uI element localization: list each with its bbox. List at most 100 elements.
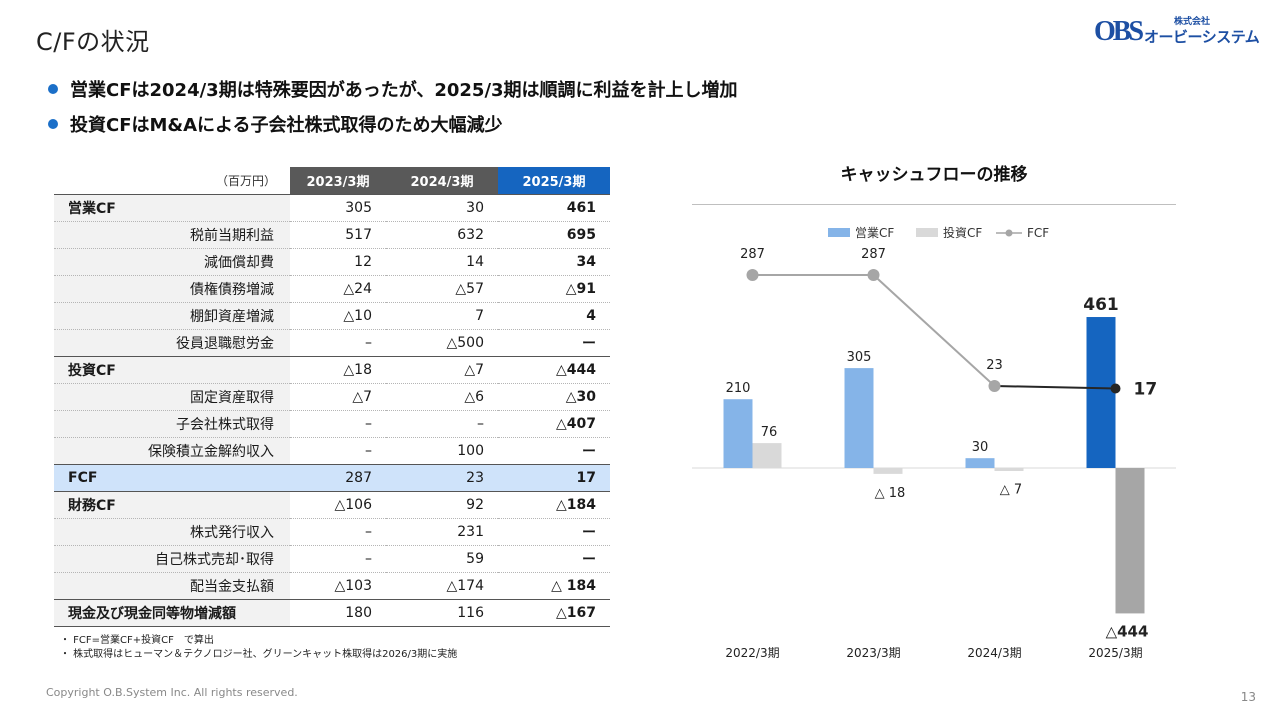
table-cell: 116 xyxy=(386,598,498,627)
row-label: FCF xyxy=(54,463,290,491)
table-cell: △91 xyxy=(498,274,610,302)
chart-title-divider xyxy=(692,204,1176,205)
row-label: 投資CF xyxy=(54,355,290,383)
table-cell: 100 xyxy=(386,436,498,464)
table-cell: 231 xyxy=(386,517,498,545)
legend-swatch xyxy=(828,228,850,237)
table-cell: 305 xyxy=(290,193,386,221)
table-cell: – xyxy=(290,328,386,356)
table-row: 配当金支払額 △103 △174 △ 184 xyxy=(54,571,610,599)
category-label: 2023/3期 xyxy=(846,646,900,660)
legend-label: 投資CF xyxy=(943,225,982,240)
copyright: Copyright O.B.System Inc. All rights res… xyxy=(46,686,298,699)
table-cell: 287 xyxy=(290,463,386,491)
row-label: 株式発行収入 xyxy=(54,517,290,545)
table-cell: 180 xyxy=(290,598,386,627)
table-cell: ー xyxy=(498,517,610,545)
table-row: 減価償却費 12 14 34 xyxy=(54,247,610,275)
logo-company-type: 株式会社 xyxy=(1174,17,1211,27)
fcf-point xyxy=(988,379,1001,392)
fcf-label: 287 xyxy=(740,247,765,262)
row-label: 営業CF xyxy=(54,193,290,221)
footnote: ・ 株式取得はヒューマン＆テクノロジー社、グリーンキャット株取得は2026/3期… xyxy=(60,649,458,660)
footnote: ・ FCF=営業CF+投資CF で算出 xyxy=(60,635,214,646)
row-label: 役員退職慰労金 xyxy=(54,328,290,356)
table-cell: △106 xyxy=(290,490,386,518)
row-label: 税前当期利益 xyxy=(54,220,290,248)
table-row: 債権債務増減 △24 △57 △91 xyxy=(54,274,610,302)
table-cell: – xyxy=(290,544,386,572)
table-cell: 23 xyxy=(386,463,498,491)
row-label: 自己株式売却･取得 xyxy=(54,544,290,572)
table-row: FCF 287 23 17 xyxy=(54,463,610,491)
table-cell: ー xyxy=(498,328,610,356)
table-row: 固定資産取得 △7 △6 △30 xyxy=(54,382,610,410)
bullet-item: 営業CFは2024/3期は特殊要因があったが、2025/3期は順調に利益を計上し… xyxy=(48,74,738,104)
bar-investment-cf xyxy=(873,468,903,474)
table-cell: 4 xyxy=(498,301,610,329)
row-label: 固定資産取得 xyxy=(54,382,290,410)
bar-investment-cf xyxy=(1115,468,1145,614)
bar-label-operating-cf: 30 xyxy=(972,440,989,455)
table-cell: △30 xyxy=(498,382,610,410)
fcf-line-segment xyxy=(872,274,996,387)
column-header: 2024/3期 xyxy=(386,167,498,194)
table-cell: – xyxy=(290,436,386,464)
bar-operating-cf xyxy=(844,368,874,468)
table-cell: 59 xyxy=(386,544,498,572)
fcf-point xyxy=(746,269,759,281)
table-cell: 17 xyxy=(498,463,610,491)
bullet-text: 投資CFはM&Aによる子会社株式取得のため大幅減少 xyxy=(70,115,503,136)
bullet-item: 投資CFはM&Aによる子会社株式取得のため大幅減少 xyxy=(48,109,738,139)
fcf-point xyxy=(867,269,880,281)
table-cell: △444 xyxy=(498,355,610,383)
cash-flow-chart: 営業CF 投資CF FCF 210 76 2022/3期 305 △ 18 2023/3期 30 △… xyxy=(692,225,1176,660)
unit-label: （百万円） xyxy=(54,167,290,194)
table-row: 子会社株式取得 – – △407 xyxy=(54,409,610,437)
legend-label: 営業CF xyxy=(855,226,894,240)
category-label: 2025/3期 xyxy=(1088,646,1142,660)
fcf-point xyxy=(1110,383,1121,394)
table-cell: △407 xyxy=(498,409,610,437)
legend-marker xyxy=(1005,229,1013,237)
bullet-text: 営業CFは2024/3期は特殊要因があったが、2025/3期は順調に利益を計上し… xyxy=(70,80,738,101)
table-cell: △ 184 xyxy=(498,571,610,599)
logo-mark: OBS xyxy=(1094,16,1144,47)
fcf-line-segment xyxy=(994,384,1116,390)
table-header-row: （百万円） 2023/3期 2024/3期 2025/3期 xyxy=(54,167,610,194)
table-cell: △167 xyxy=(498,598,610,627)
table-cell: △103 xyxy=(290,571,386,599)
table-cell: △57 xyxy=(386,274,498,302)
table-row: 営業CF 305 30 461 xyxy=(54,193,610,221)
column-header-highlight: 2025/3期 xyxy=(498,167,610,194)
row-label: 配当金支払額 xyxy=(54,571,290,599)
table-cell: 7 xyxy=(386,301,498,329)
fcf-label: 287 xyxy=(861,247,886,262)
table-row: 自己株式売却･取得 –59 ー xyxy=(54,544,610,572)
table-body: 営業CF 305 30 461 税前当期利益 517 632 695 減価償却費 12 14 34 債権… xyxy=(54,193,610,627)
bar-operating-cf xyxy=(965,458,995,468)
row-label: 保険積立金解約収入 xyxy=(54,436,290,464)
table-row: 財務CF △106 92 △184 xyxy=(54,490,610,518)
table-cell: △184 xyxy=(498,490,610,518)
row-label: 現金及び現金同等物増減額 xyxy=(54,598,290,627)
table-cell: △18 xyxy=(290,355,386,383)
table-cell: △7 xyxy=(290,382,386,410)
table-cell: △500 xyxy=(386,328,498,356)
bar-label-investment-cf: △ 18 xyxy=(875,486,906,501)
table-cell: 92 xyxy=(386,490,498,518)
table-cell: △7 xyxy=(386,355,498,383)
row-label: 減価償却費 xyxy=(54,247,290,275)
row-label: 財務CF xyxy=(54,490,290,518)
bar-label-operating-cf: 305 xyxy=(847,350,872,365)
table-cell: △174 xyxy=(386,571,498,599)
table-row: 役員退職慰労金 – △500 ー xyxy=(54,328,610,356)
table-cell: 517 xyxy=(290,220,386,248)
table-row: 現金及び現金同等物増減額 180 116 △167 xyxy=(54,598,610,627)
company-logo: OBS 株式会社 オービーシステム xyxy=(1094,14,1260,50)
table-row: 株式発行収入 –231 ー xyxy=(54,517,610,545)
table-row: 投資CF △18 △7 △444 xyxy=(54,355,610,383)
bar-label-investment-cf: △ 7 xyxy=(1000,482,1022,497)
table-cell: △24 xyxy=(290,274,386,302)
table-cell: 14 xyxy=(386,247,498,275)
